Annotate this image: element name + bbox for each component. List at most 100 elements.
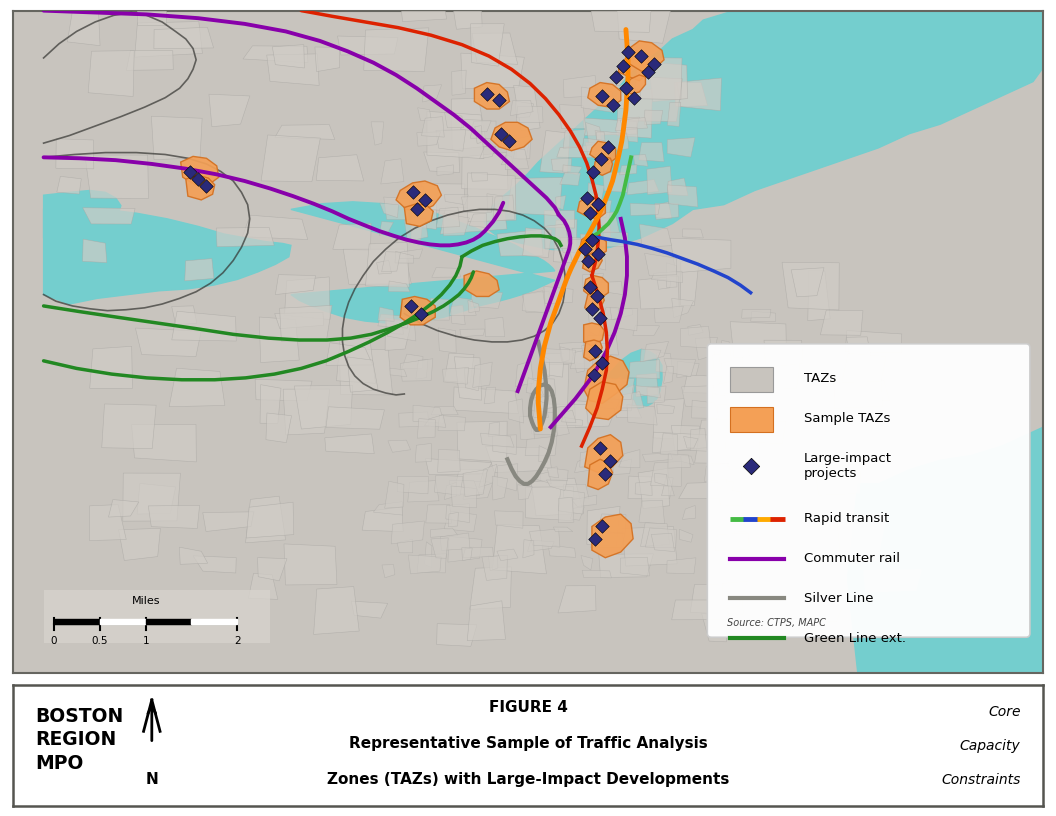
Polygon shape (715, 533, 749, 551)
Polygon shape (526, 487, 573, 521)
Polygon shape (563, 130, 586, 148)
Polygon shape (687, 325, 703, 335)
Polygon shape (742, 353, 765, 378)
Polygon shape (137, 0, 167, 25)
Polygon shape (570, 348, 593, 369)
Polygon shape (648, 62, 687, 101)
Polygon shape (582, 343, 608, 358)
Polygon shape (280, 305, 332, 341)
Polygon shape (681, 455, 694, 465)
Polygon shape (457, 421, 507, 462)
Polygon shape (209, 94, 250, 126)
Polygon shape (667, 102, 681, 126)
Polygon shape (461, 153, 508, 189)
Point (597, 468, 614, 481)
Polygon shape (640, 349, 661, 361)
Polygon shape (821, 310, 863, 335)
Polygon shape (639, 500, 664, 524)
Polygon shape (438, 328, 456, 353)
Polygon shape (724, 432, 760, 467)
Polygon shape (539, 446, 551, 462)
Polygon shape (484, 387, 495, 404)
Polygon shape (389, 281, 410, 292)
Polygon shape (782, 262, 840, 310)
Polygon shape (655, 473, 667, 486)
Polygon shape (583, 253, 602, 272)
Polygon shape (135, 21, 203, 57)
Polygon shape (283, 389, 329, 435)
Polygon shape (598, 349, 662, 408)
Polygon shape (54, 619, 99, 624)
Polygon shape (381, 159, 403, 184)
Polygon shape (557, 145, 597, 157)
Polygon shape (379, 222, 394, 235)
Polygon shape (427, 111, 484, 158)
Polygon shape (666, 263, 677, 287)
Polygon shape (216, 228, 275, 246)
Text: Capacity: Capacity (960, 738, 1021, 753)
Polygon shape (546, 480, 567, 490)
Polygon shape (612, 459, 631, 474)
Polygon shape (397, 539, 413, 552)
Polygon shape (666, 558, 696, 574)
Polygon shape (151, 116, 202, 160)
FancyBboxPatch shape (730, 367, 773, 392)
Point (493, 127, 510, 140)
Polygon shape (590, 533, 625, 548)
Polygon shape (471, 172, 488, 181)
Polygon shape (295, 385, 353, 429)
Point (602, 455, 619, 468)
Polygon shape (396, 181, 441, 211)
Point (626, 91, 643, 104)
Polygon shape (717, 488, 742, 506)
Polygon shape (628, 476, 674, 499)
Point (190, 172, 207, 185)
Polygon shape (472, 33, 517, 64)
Polygon shape (516, 143, 529, 160)
Polygon shape (440, 533, 470, 551)
Polygon shape (555, 196, 566, 210)
Polygon shape (559, 342, 584, 364)
Polygon shape (260, 384, 281, 424)
Polygon shape (57, 176, 81, 194)
Point (579, 192, 596, 205)
Polygon shape (314, 587, 359, 634)
Polygon shape (525, 437, 557, 455)
Polygon shape (571, 495, 597, 507)
Polygon shape (404, 219, 428, 242)
Polygon shape (284, 544, 337, 585)
Polygon shape (325, 434, 374, 454)
Polygon shape (343, 249, 412, 284)
FancyBboxPatch shape (730, 407, 773, 432)
Polygon shape (526, 378, 544, 395)
Polygon shape (730, 322, 787, 358)
Point (620, 46, 637, 59)
Polygon shape (580, 234, 592, 245)
Polygon shape (623, 75, 645, 94)
Polygon shape (653, 432, 709, 453)
Polygon shape (380, 203, 398, 218)
Polygon shape (572, 348, 585, 373)
Polygon shape (468, 300, 479, 313)
Text: FIGURE 4: FIGURE 4 (489, 699, 567, 715)
Point (639, 65, 656, 78)
Polygon shape (146, 619, 191, 624)
Polygon shape (84, 155, 149, 198)
Point (584, 233, 601, 246)
Polygon shape (347, 357, 378, 392)
Polygon shape (667, 185, 698, 207)
Polygon shape (551, 416, 583, 426)
Point (586, 532, 603, 545)
Polygon shape (449, 481, 479, 495)
Polygon shape (508, 178, 562, 215)
Polygon shape (655, 203, 679, 220)
Polygon shape (713, 355, 722, 372)
Polygon shape (635, 58, 682, 100)
Polygon shape (629, 41, 664, 71)
Polygon shape (751, 312, 776, 322)
Polygon shape (388, 440, 411, 452)
Polygon shape (431, 528, 458, 537)
Point (197, 180, 214, 193)
Polygon shape (597, 86, 626, 109)
Point (592, 153, 609, 166)
